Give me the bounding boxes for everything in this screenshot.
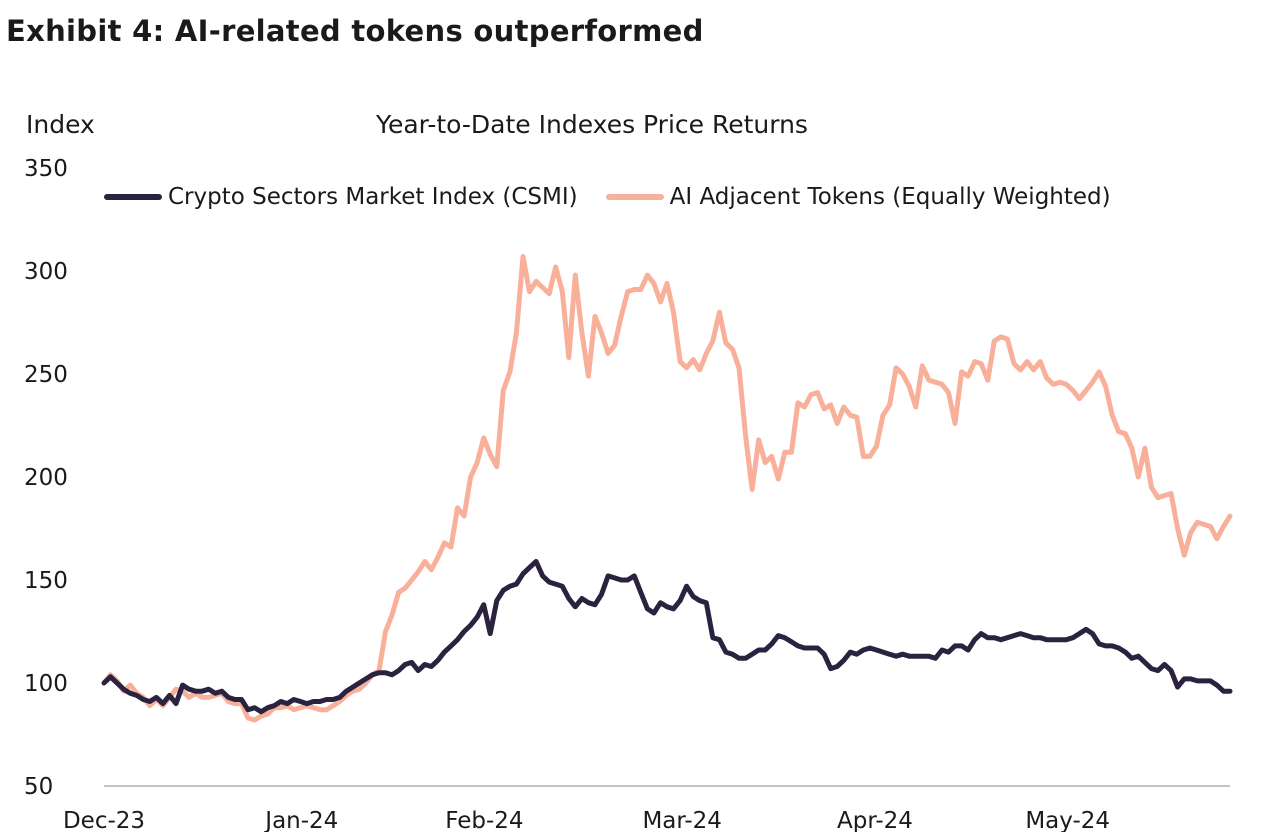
y-axis-ticks: 50 100 150 200 250 300 350 [24, 156, 68, 800]
chart-title: Year-to-Date Indexes Price Returns [376, 110, 808, 139]
y-tick-label: 250 [24, 362, 68, 388]
x-tick-label: Jan-24 [263, 808, 338, 832]
y-tick-label: 50 [24, 774, 53, 800]
legend-swatch-ai-tokens [605, 194, 664, 200]
x-tick-label: May-24 [1025, 808, 1110, 832]
x-tick-label: Dec-23 [63, 808, 145, 832]
y-tick-label: 150 [24, 568, 68, 594]
y-axis-label: Index [26, 110, 95, 139]
y-tick-label: 350 [24, 156, 68, 182]
x-tick-label: Mar-24 [642, 808, 722, 832]
x-tick-label: Feb-24 [445, 808, 523, 832]
x-axis-ticks: Dec-23 Jan-24 Feb-24 Mar-24 Apr-24 May-24 [63, 808, 1110, 832]
legend-label-ai-tokens: AI Adjacent Tokens (Equally Weighted) [669, 184, 1111, 210]
legend-label-csmi: Crypto Sectors Market Index (CSMI) [168, 184, 578, 210]
legend: Crypto Sectors Market Index (CSMI) AI Ad… [104, 184, 1139, 210]
y-tick-label: 100 [24, 671, 68, 697]
exhibit-title: Exhibit 4: AI-related tokens outperforme… [6, 14, 704, 48]
y-tick-label: 300 [24, 259, 68, 285]
series-layer [101, 254, 1233, 723]
legend-item-ai-tokens: AI Adjacent Tokens (Equally Weighted) [605, 184, 1111, 210]
legend-swatch-csmi [104, 194, 162, 200]
x-tick-label: Apr-24 [837, 808, 913, 832]
y-tick-label: 200 [24, 465, 68, 491]
series-line-ai-tokens [101, 254, 1233, 723]
legend-item-csmi: Crypto Sectors Market Index (CSMI) [104, 184, 578, 210]
series-line-csmi [101, 559, 1233, 715]
